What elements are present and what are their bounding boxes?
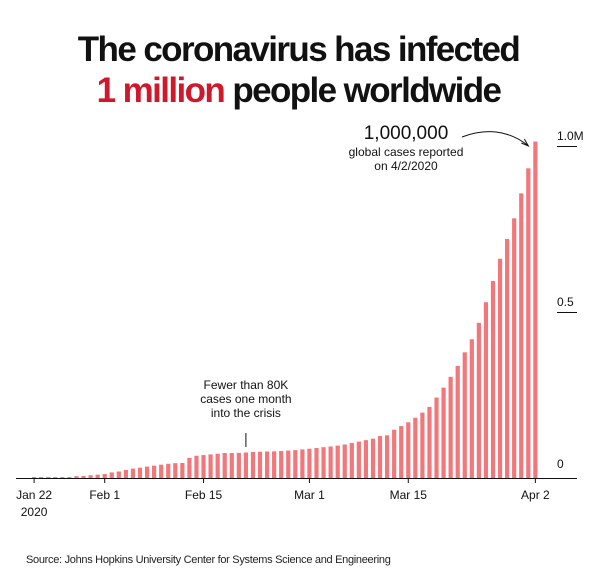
bar-2020-03-02 (314, 448, 319, 478)
bar-2020-02-08 (152, 465, 157, 478)
bar-2020-03-19 (434, 397, 439, 478)
bar-2020-03-11 (377, 436, 383, 478)
bar-2020-02-29 (300, 449, 305, 478)
bar-2020-04-01 (526, 168, 531, 478)
bar-2020-03-21 (448, 376, 453, 478)
annotation-80k-text: into the crisis (211, 406, 281, 420)
source-note: Source: Johns Hopkins University Center … (26, 554, 391, 566)
bar-2020-03-05 (335, 445, 340, 478)
bar-2020-02-09 (159, 464, 164, 478)
bar-2020-01-27 (67, 477, 72, 478)
bar-2020-02-17 (215, 453, 220, 478)
annotation-million-arrow (461, 131, 528, 146)
bar-2020-03-18 (427, 406, 432, 478)
title-line-2-rest: people worldwide (224, 71, 502, 110)
bar-2020-02-12 (180, 462, 185, 478)
bar-2020-03-03 (321, 447, 326, 478)
bar-2020-01-24 (46, 477, 51, 478)
bar-2020-02-24 (264, 451, 270, 478)
bar-2020-01-30 (88, 475, 93, 478)
bar-2020-02-15 (201, 455, 206, 478)
bar-2020-02-28 (293, 450, 298, 478)
y-tick-label: 0 (557, 457, 564, 471)
bar-2020-02-21 (243, 452, 248, 478)
bar-2020-03-08 (356, 441, 361, 478)
bar-2020-03-01 (307, 448, 312, 478)
bar-2020-02-22 (250, 451, 256, 478)
x-tick-label: Feb 15 (185, 488, 223, 502)
bar-2020-02-13 (187, 457, 192, 478)
x-tick-label: Jan 22 (16, 488, 52, 502)
annotation-million-text: global cases reported (349, 145, 464, 159)
bar-2020-02-25 (272, 451, 277, 478)
x-tick-label: Apr 2 (521, 488, 550, 502)
bar-2020-02-27 (286, 450, 291, 478)
bar-2020-03-31 (519, 193, 524, 478)
bar-2020-01-31 (95, 474, 100, 478)
bar-2020-02-02 (109, 472, 114, 478)
bar-2020-03-14 (399, 426, 404, 478)
bar-2020-02-06 (137, 467, 143, 478)
bar-2020-02-23 (257, 451, 263, 478)
y-tick-label: 1.0M (557, 129, 584, 143)
annotation-million-headline: 1,000,000 (364, 123, 449, 144)
bar-2020-01-25 (53, 477, 58, 478)
bar-2020-03-07 (349, 442, 354, 478)
chart-title-line-1: The coronavirus has infected (77, 30, 521, 69)
annotation-80k-text: cases one month (200, 392, 291, 406)
bar-2020-03-26 (483, 302, 489, 478)
x-tick-label: Mar 1 (294, 488, 325, 502)
bar-2020-03-29 (505, 238, 510, 478)
bar-2020-01-22 (32, 477, 37, 478)
bar-2020-04-02 (533, 141, 538, 478)
bar-2020-02-19 (229, 453, 234, 478)
annotation-million-arrowhead (521, 138, 530, 148)
x-tick-label: Feb 1 (89, 488, 120, 502)
bar-2020-03-22 (455, 365, 460, 478)
bar-2020-02-01 (102, 474, 107, 478)
annotation-million-text: on 4/2/2020 (374, 159, 438, 173)
bar-2020-02-18 (222, 453, 227, 478)
bar-2020-03-15 (406, 422, 411, 478)
bar-2020-03-27 (490, 280, 496, 478)
bar-2020-02-07 (144, 466, 150, 478)
bar-2020-01-29 (81, 475, 86, 478)
bar-2020-02-16 (208, 454, 213, 478)
bar-2020-03-12 (385, 435, 390, 478)
y-tick-label: 0.5 (557, 295, 574, 309)
chart-title-line-2: 1 million people worldwide (0, 71, 597, 111)
bar-2020-01-28 (74, 476, 79, 478)
x-tick-sublabel: 2020 (21, 505, 48, 519)
bar-2020-03-06 (342, 444, 347, 478)
bar-2020-02-20 (236, 452, 241, 478)
bar-chart: 0 0.5 1.0M Jan 22 2020 Feb 1 Feb 15 Mar 1 Mar 15… (16, 123, 584, 519)
bar-2020-03-10 (370, 438, 376, 478)
bar-2020-02-10 (166, 463, 171, 478)
bar-2020-03-25 (476, 322, 481, 478)
bar-2020-03-28 (497, 258, 503, 478)
bar-2020-02-26 (279, 451, 284, 478)
bar-2020-02-04 (123, 469, 128, 478)
x-tick-label: Mar 15 (390, 488, 428, 502)
bar-2020-01-26 (60, 477, 65, 478)
bar-2020-02-05 (130, 468, 136, 478)
title-highlight: 1 million (96, 71, 226, 110)
annotation-80k-text: Fewer than 80K (204, 378, 289, 392)
bar-2020-02-03 (116, 471, 121, 478)
bar-2020-03-30 (512, 218, 517, 478)
bar-2020-03-09 (363, 440, 369, 478)
bar-2020-03-04 (328, 446, 333, 478)
bar-2020-03-24 (469, 339, 474, 478)
bar-2020-03-13 (392, 429, 397, 478)
bar-2020-01-23 (39, 477, 44, 478)
bar-2020-02-11 (173, 463, 178, 478)
bar-2020-03-20 (441, 387, 446, 478)
bar-2020-03-17 (420, 412, 425, 478)
bar-2020-03-16 (413, 417, 418, 478)
bar-2020-02-14 (194, 455, 199, 478)
bar-2020-03-23 (462, 352, 467, 478)
